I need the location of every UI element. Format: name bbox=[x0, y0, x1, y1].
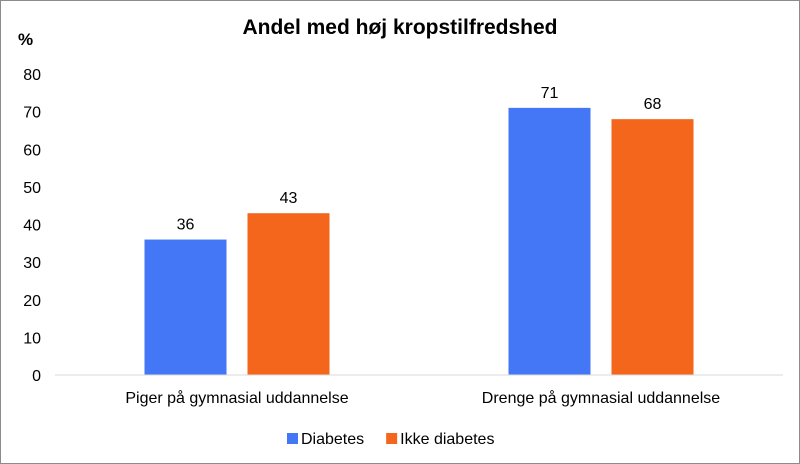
data-labels: 36 43 71 68 bbox=[177, 85, 662, 234]
y-tick-label: 0 bbox=[32, 368, 41, 385]
y-tick-label: 40 bbox=[23, 218, 41, 235]
y-tick-label: 70 bbox=[23, 105, 41, 122]
legend: Diabetes Ikke diabetes bbox=[287, 431, 494, 448]
legend-swatch bbox=[386, 433, 398, 444]
category-label: Drenge på gymnasial uddannelse bbox=[482, 389, 720, 407]
chart-title: Andel med høj kropstilfredshed bbox=[242, 16, 557, 39]
y-axis-unit-label: % bbox=[18, 30, 33, 49]
y-tick-label: 20 bbox=[23, 293, 41, 310]
category-labels: Piger på gymnasial uddannelse Drenge på g… bbox=[125, 389, 720, 407]
data-label: 71 bbox=[541, 85, 559, 102]
y-tick-label: 10 bbox=[23, 330, 41, 347]
legend-swatch bbox=[287, 433, 298, 444]
bar bbox=[611, 119, 694, 376]
y-tick-label: 50 bbox=[23, 180, 41, 197]
legend-label: Ikke diabetes bbox=[400, 431, 494, 448]
bar bbox=[247, 213, 330, 375]
bar bbox=[144, 239, 227, 375]
y-axis-ticks: 0 10 20 30 40 50 60 70 80 bbox=[23, 67, 41, 385]
data-label: 36 bbox=[177, 217, 195, 234]
data-label: 68 bbox=[644, 96, 662, 113]
y-tick-label: 60 bbox=[23, 142, 41, 159]
bar bbox=[508, 107, 591, 376]
y-tick-label: 30 bbox=[23, 255, 41, 272]
category-label: Piger på gymnasial uddannelse bbox=[125, 389, 348, 407]
legend-label: Diabetes bbox=[301, 431, 364, 448]
y-tick-label: 80 bbox=[23, 67, 41, 84]
bars bbox=[144, 107, 694, 376]
data-label: 43 bbox=[280, 190, 298, 207]
